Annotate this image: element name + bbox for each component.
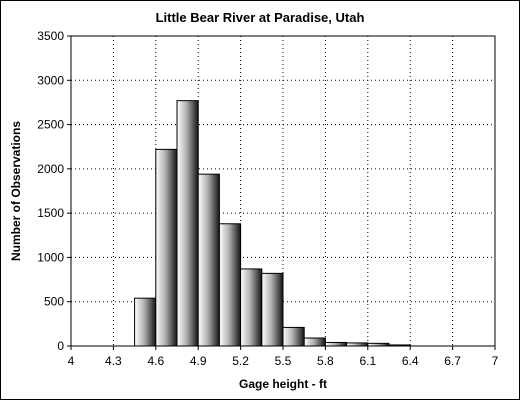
x-tick-label: 6.1 bbox=[359, 354, 376, 368]
y-tick-label: 1500 bbox=[37, 206, 64, 220]
histogram-bar bbox=[282, 326, 305, 347]
chart-title: Little Bear River at Paradise, Utah bbox=[156, 10, 365, 25]
x-tick-label: 5.8 bbox=[317, 354, 334, 368]
histogram-bar bbox=[240, 268, 263, 347]
histogram-bar bbox=[303, 337, 326, 347]
x-tick-label: 4.3 bbox=[105, 354, 122, 368]
histogram-bar bbox=[324, 341, 348, 347]
y-tick-label: 0 bbox=[57, 339, 64, 353]
y-tick-label: 2500 bbox=[37, 118, 64, 132]
x-tick-label: 5.2 bbox=[232, 354, 249, 368]
x-tick-label: 4 bbox=[68, 354, 75, 368]
x-tick-label: 6.4 bbox=[402, 354, 419, 368]
histogram-bar bbox=[176, 100, 199, 347]
histogram-bar bbox=[261, 272, 284, 347]
bars bbox=[134, 100, 411, 347]
x-tick-label: 4.6 bbox=[147, 354, 164, 368]
y-tick-label: 2000 bbox=[37, 162, 64, 176]
histogram-bar bbox=[155, 148, 178, 347]
x-axis-label: Gage height - ft bbox=[239, 377, 327, 391]
x-tick-label: 5.5 bbox=[275, 354, 292, 368]
histogram-bar bbox=[134, 297, 157, 347]
y-tick-label: 500 bbox=[44, 295, 64, 309]
histogram-bar bbox=[197, 173, 220, 347]
x-tick-label: 6.7 bbox=[444, 354, 461, 368]
histogram-bar bbox=[218, 223, 242, 347]
x-tick-label: 4.9 bbox=[190, 354, 207, 368]
x-tick-label: 7 bbox=[492, 354, 499, 368]
y-axis-label: Number of Observations bbox=[9, 121, 23, 261]
y-tick-label: 1000 bbox=[37, 250, 64, 264]
y-tick-label: 3000 bbox=[37, 73, 64, 87]
axis-ticks: 0 500 1000 1500 2000 2500 3000 3500 4 4.3 4.6 4.9 5.… bbox=[37, 29, 498, 368]
y-tick-label: 3500 bbox=[37, 29, 64, 43]
